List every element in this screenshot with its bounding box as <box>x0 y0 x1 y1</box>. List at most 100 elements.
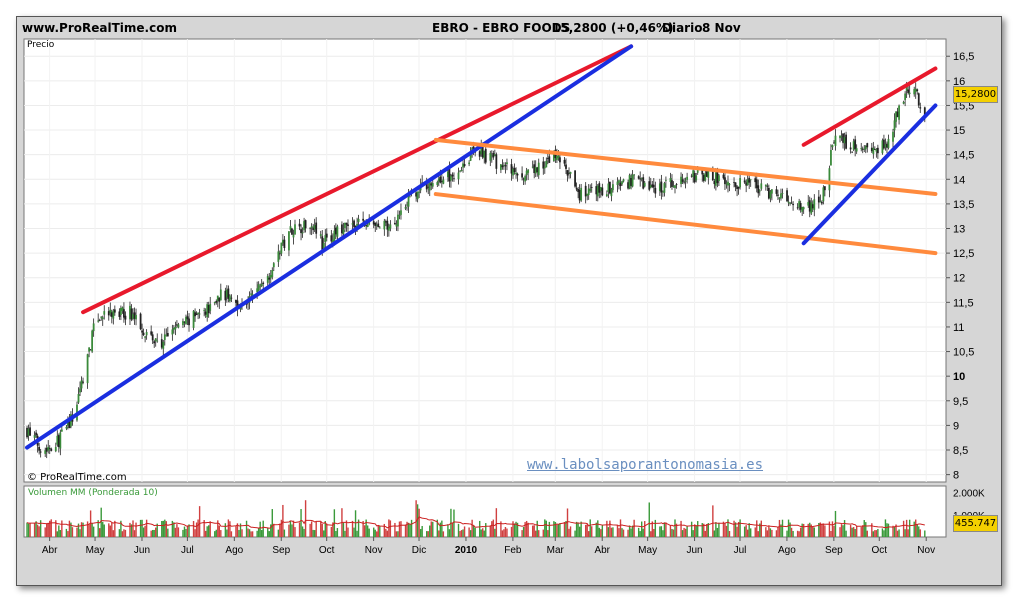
candle-body <box>521 173 523 178</box>
candle-body <box>652 184 655 188</box>
candle-body <box>704 173 707 181</box>
candle-body <box>195 313 198 315</box>
volume-bar <box>600 529 602 537</box>
y-tick-label: 12,5 <box>953 248 974 260</box>
volume-bar <box>479 520 481 537</box>
volume-bar <box>229 521 231 537</box>
candle-body <box>406 204 408 206</box>
volume-bar <box>217 520 219 537</box>
candle-body <box>914 88 917 92</box>
candle-body <box>595 186 598 195</box>
volume-bar <box>29 523 31 537</box>
volume-bar <box>860 527 862 537</box>
candle-body <box>513 167 516 172</box>
candle-body <box>760 183 763 189</box>
last-volume-tag: 455.747 <box>953 515 998 532</box>
candle-body <box>799 203 802 210</box>
trendline-resistance-2 <box>801 66 938 147</box>
candle-body <box>501 165 504 168</box>
y-tick-label: 9,5 <box>953 396 968 408</box>
volume-bar <box>102 521 104 537</box>
watermark-link[interactable]: www.labolsaporantonomasia.es <box>527 457 764 473</box>
volume-bar <box>324 521 326 537</box>
volume-bar <box>291 524 293 537</box>
candle-body <box>642 177 645 189</box>
candle-body <box>913 89 916 95</box>
volume-tick-label: 2.000K <box>953 489 985 500</box>
candle-body <box>315 222 318 234</box>
volume-bar <box>728 531 731 537</box>
volume-bar <box>500 521 502 537</box>
volume-bar <box>510 526 513 537</box>
volume-bar <box>50 519 52 537</box>
volume-bar <box>142 527 145 537</box>
candle-body <box>575 188 578 190</box>
volume-bar <box>575 521 578 537</box>
candle-body <box>103 311 106 315</box>
volume-bar <box>174 527 177 537</box>
volume-bar <box>533 525 535 537</box>
volume-bar <box>916 524 918 537</box>
candle-body <box>892 131 894 142</box>
volume-bar <box>120 520 122 537</box>
candle-body <box>684 180 687 182</box>
vertical-gridlines <box>49 39 927 541</box>
candle-body <box>745 182 748 186</box>
candle-body <box>387 226 390 231</box>
candle-body <box>902 101 905 104</box>
instrument-name: EBRO - EBRO FOODS <box>432 21 571 35</box>
candle-body <box>197 312 200 314</box>
candle-body <box>235 299 237 303</box>
candle-body <box>397 214 399 227</box>
candle-body <box>250 293 252 295</box>
candle-body <box>743 180 746 183</box>
volume-bar <box>521 530 523 537</box>
volume-bar <box>640 521 643 537</box>
candle-body <box>605 194 608 197</box>
candle-body <box>811 204 814 209</box>
volume-bar <box>436 519 439 537</box>
volume-bar <box>589 519 591 537</box>
candle-body <box>504 165 507 167</box>
candle-body <box>204 311 207 315</box>
volume-bar <box>250 531 252 537</box>
candle-body <box>289 226 292 230</box>
volume-bar <box>686 526 688 537</box>
volume-bar <box>892 525 894 537</box>
volume-bar <box>663 522 666 537</box>
candle-body <box>855 148 858 152</box>
volume-bar <box>598 527 601 537</box>
volume-bar <box>354 510 357 537</box>
price-panel <box>23 38 947 483</box>
candle-body <box>701 168 704 175</box>
candle-body <box>416 191 419 200</box>
candle-body <box>671 180 673 187</box>
volume-bar <box>239 523 242 537</box>
y-tick-label: 12 <box>953 273 965 285</box>
candle-body <box>39 451 42 453</box>
volume-bar <box>277 529 280 537</box>
candle-body <box>389 224 392 229</box>
volume-bar <box>448 529 451 537</box>
candle-body <box>45 447 48 452</box>
candle-body <box>460 170 463 171</box>
candle-body <box>107 311 110 316</box>
volume-bar <box>662 530 664 537</box>
y-tick-label: 16 <box>953 76 965 88</box>
site-name: www.ProRealTime.com <box>22 21 177 35</box>
candle-body <box>716 171 719 184</box>
candle-body <box>251 294 254 297</box>
y-tick-label: 10 <box>953 371 965 383</box>
volume-bar <box>915 519 917 537</box>
candle-body <box>674 185 676 188</box>
candle-body <box>727 181 729 186</box>
volume-bar <box>76 527 78 537</box>
date-label: 8 Nov <box>702 21 741 35</box>
candle-body <box>353 220 355 227</box>
volume-bar <box>39 520 42 537</box>
candle-body <box>404 207 407 209</box>
volume-bar <box>828 521 831 537</box>
volume-bar <box>695 525 697 537</box>
y-tick-label: 11,5 <box>953 297 974 309</box>
candle-body <box>336 226 339 237</box>
